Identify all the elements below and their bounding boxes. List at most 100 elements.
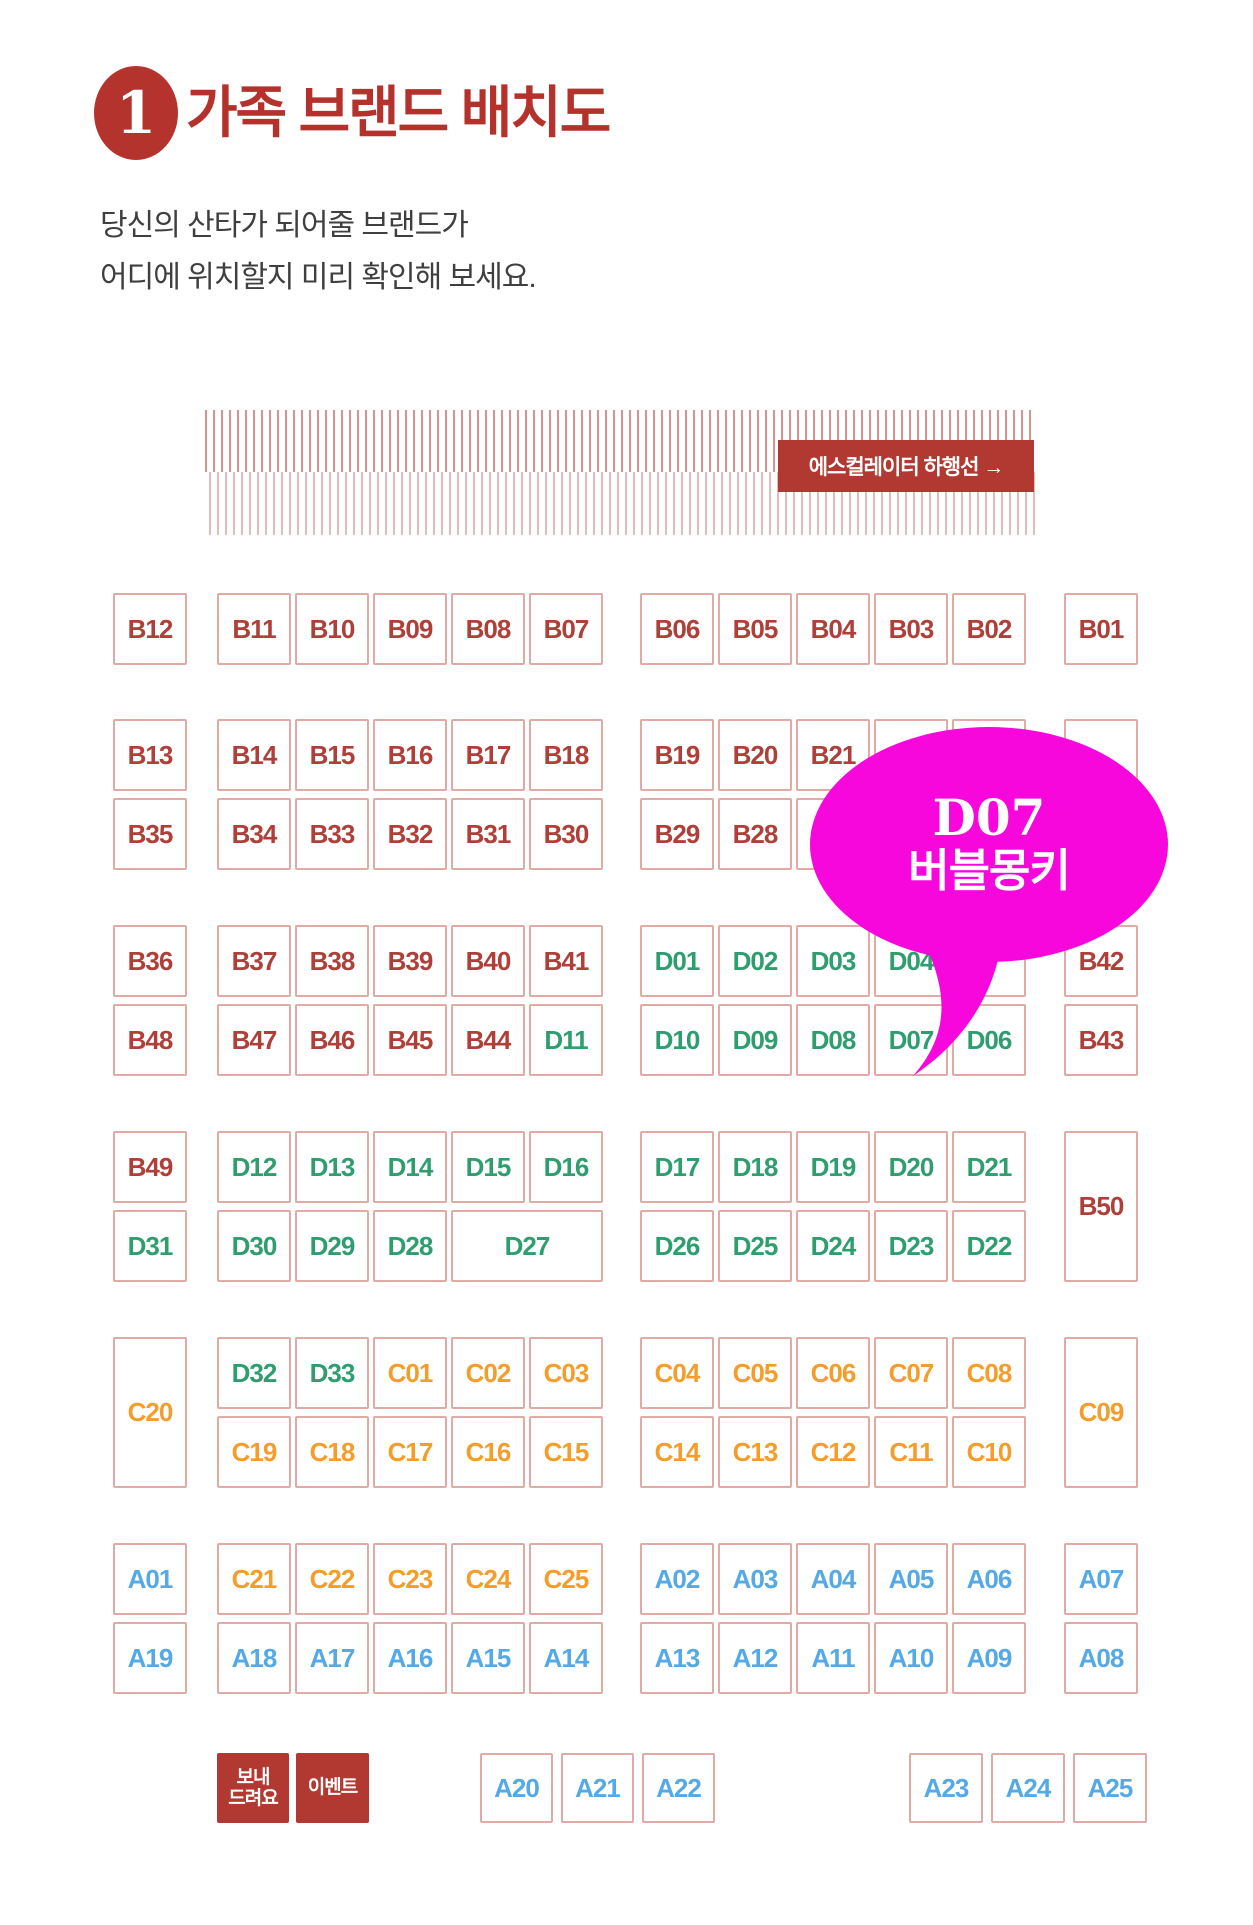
section-number-badge: 1 — [94, 66, 178, 160]
booth-A23: A23 — [909, 1753, 983, 1823]
booth-B04: B04 — [796, 593, 870, 665]
booth-B12: B12 — [113, 593, 187, 665]
booth-D20: D20 — [874, 1131, 948, 1203]
booth-A16: A16 — [373, 1622, 447, 1694]
booth-D17: D17 — [640, 1131, 714, 1203]
booth-B08: B08 — [451, 593, 525, 665]
booth-A14: A14 — [529, 1622, 603, 1694]
booth-A24: A24 — [991, 1753, 1065, 1823]
bubble-booth-code: D07 — [932, 788, 1046, 848]
escalator-area: 에스컬레이터 하행선 → — [205, 410, 1035, 535]
booth-B34: B34 — [217, 798, 291, 870]
booth-D03: D03 — [796, 925, 870, 997]
booth-B48: B48 — [113, 1004, 187, 1076]
booth-B50: B50 — [1064, 1131, 1138, 1282]
booth-C23: C23 — [373, 1543, 447, 1615]
booth-C04: C04 — [640, 1337, 714, 1409]
booth-C09: C09 — [1064, 1337, 1138, 1488]
booth-B01: B01 — [1064, 593, 1138, 665]
booth-B37: B37 — [217, 925, 291, 997]
booth-B43: B43 — [1064, 1004, 1138, 1076]
booth-B05: B05 — [718, 593, 792, 665]
booth-D21: D21 — [952, 1131, 1026, 1203]
escalator-banner: 에스컬레이터 하행선 → — [778, 440, 1034, 492]
booth-B38: B38 — [295, 925, 369, 997]
booth-B18: B18 — [529, 719, 603, 791]
booth-C22: C22 — [295, 1543, 369, 1615]
booth-B30: B30 — [529, 798, 603, 870]
booth-D08: D08 — [796, 1004, 870, 1076]
booth-C15: C15 — [529, 1416, 603, 1488]
booth-A03: A03 — [718, 1543, 792, 1615]
booth-A08: A08 — [1064, 1622, 1138, 1694]
booth-B13: B13 — [113, 719, 187, 791]
bubble-brand-name: 버블몽키 — [908, 843, 1071, 897]
booth-C08: C08 — [952, 1337, 1026, 1409]
booth-D09: D09 — [718, 1004, 792, 1076]
booth-B36: B36 — [113, 925, 187, 997]
booth-B02: B02 — [952, 593, 1026, 665]
booth-D28: D28 — [373, 1210, 447, 1282]
booth-D02: D02 — [718, 925, 792, 997]
booth-D25: D25 — [718, 1210, 792, 1282]
booth-C25: C25 — [529, 1543, 603, 1615]
booth-C13: C13 — [718, 1416, 792, 1488]
booth-D01: D01 — [640, 925, 714, 997]
booth-C11: C11 — [874, 1416, 948, 1488]
subtitle-line-2: 어디에 위치할지 미리 확인해 보세요. — [100, 261, 537, 294]
booth-B39: B39 — [373, 925, 447, 997]
booth-D19: D19 — [796, 1131, 870, 1203]
bubble-tail — [913, 944, 1001, 1076]
booth-A20: A20 — [480, 1753, 553, 1823]
booth-A11: A11 — [796, 1622, 870, 1694]
booth-D14: D14 — [373, 1131, 447, 1203]
booth-B15: B15 — [295, 719, 369, 791]
booth-C18: C18 — [295, 1416, 369, 1488]
booth-A21: A21 — [561, 1753, 634, 1823]
booth-A25: A25 — [1073, 1753, 1147, 1823]
booth-B31: B31 — [451, 798, 525, 870]
booth-A07: A07 — [1064, 1543, 1138, 1615]
booth-D12: D12 — [217, 1131, 291, 1203]
booth-B44: B44 — [451, 1004, 525, 1076]
booth-C12: C12 — [796, 1416, 870, 1488]
booth-B19: B19 — [640, 719, 714, 791]
booth-B32: B32 — [373, 798, 447, 870]
booth-D18: D18 — [718, 1131, 792, 1203]
booth-A22: A22 — [642, 1753, 715, 1823]
booth-A19: A19 — [113, 1622, 187, 1694]
booth-C06: C06 — [796, 1337, 870, 1409]
booth-B03: B03 — [874, 593, 948, 665]
label-box-이벤트: 이벤트 — [296, 1753, 369, 1823]
booth-C02: C02 — [451, 1337, 525, 1409]
booth-D26: D26 — [640, 1210, 714, 1282]
subtitle-line-1: 당신의 산타가 되어줄 브랜드가 — [100, 209, 469, 242]
booth-C17: C17 — [373, 1416, 447, 1488]
booth-B41: B41 — [529, 925, 603, 997]
booth-C21: C21 — [217, 1543, 291, 1615]
booth-D16: D16 — [529, 1131, 603, 1203]
highlight-bubble: D07 버블몽키 — [810, 727, 1168, 962]
booth-A05: A05 — [874, 1543, 948, 1615]
booth-B11: B11 — [217, 593, 291, 665]
booth-A10: A10 — [874, 1622, 948, 1694]
booth-B14: B14 — [217, 719, 291, 791]
booth-B06: B06 — [640, 593, 714, 665]
booth-B07: B07 — [529, 593, 603, 665]
booth-B47: B47 — [217, 1004, 291, 1076]
booth-C16: C16 — [451, 1416, 525, 1488]
booth-D29: D29 — [295, 1210, 369, 1282]
booth-A15: A15 — [451, 1622, 525, 1694]
booth-B49: B49 — [113, 1131, 187, 1203]
booth-B20: B20 — [718, 719, 792, 791]
booth-D32: D32 — [217, 1337, 291, 1409]
booth-D15: D15 — [451, 1131, 525, 1203]
booth-D31: D31 — [113, 1210, 187, 1282]
booth-A17: A17 — [295, 1622, 369, 1694]
booth-B10: B10 — [295, 593, 369, 665]
booth-B28: B28 — [718, 798, 792, 870]
booth-B33: B33 — [295, 798, 369, 870]
booth-B16: B16 — [373, 719, 447, 791]
booth-A12: A12 — [718, 1622, 792, 1694]
